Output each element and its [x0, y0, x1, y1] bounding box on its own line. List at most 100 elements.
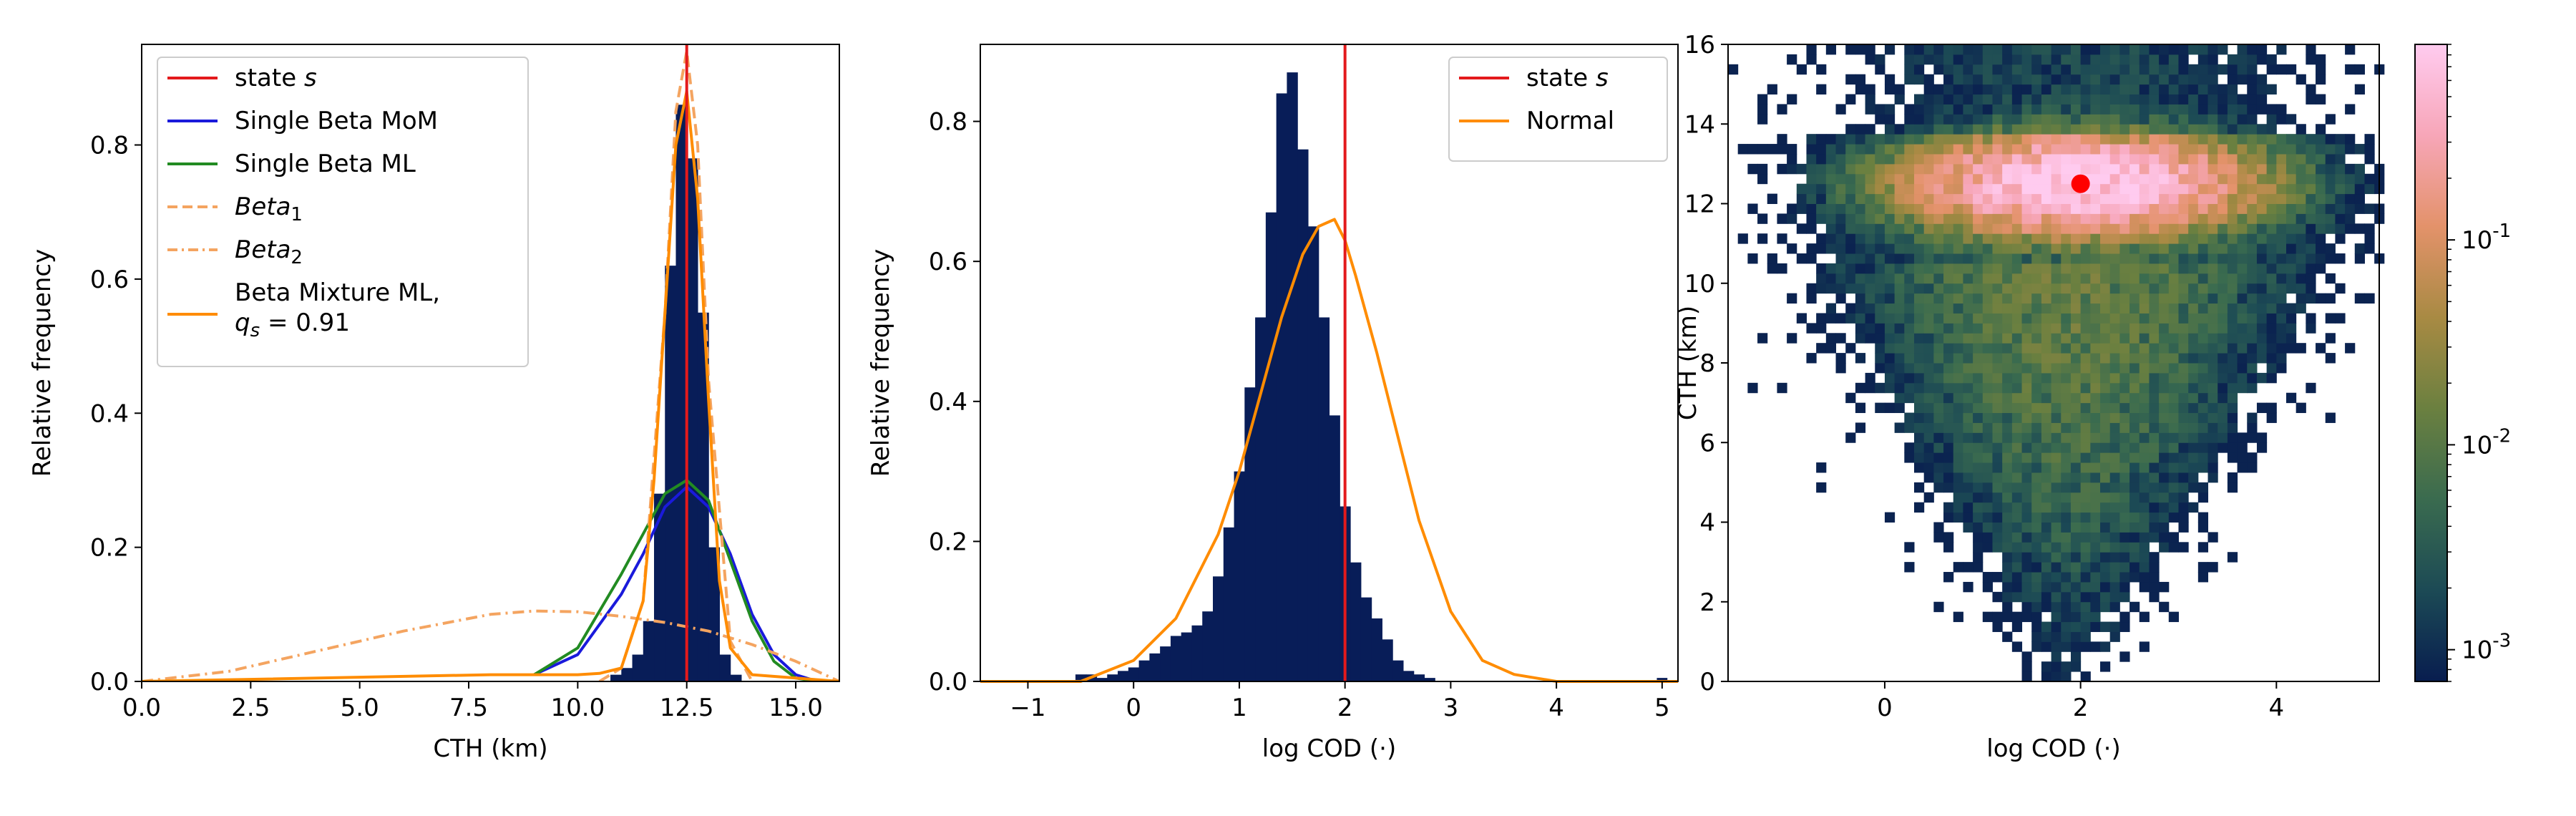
- heatmap-cell: [1953, 353, 1963, 364]
- heatmap-cell: [1992, 273, 2003, 284]
- heatmap-cell: [2051, 372, 2062, 384]
- heatmap-cell: [2051, 243, 2062, 254]
- heatmap-cell: [1825, 313, 1837, 324]
- heatmap-cell: [2168, 213, 2179, 224]
- heatmap-cell: [2188, 452, 2199, 463]
- heatmap-cell: [1953, 223, 1963, 234]
- heatmap-cell: [2090, 552, 2101, 563]
- left-series-line: [142, 609, 839, 681]
- heatmap-cell: [2070, 372, 2082, 384]
- heatmap-cell: [2119, 572, 2130, 583]
- heatmap-cell: [2109, 104, 2120, 115]
- heatmap-cell: [1982, 452, 1993, 463]
- heatmap-cell: [2002, 562, 2013, 573]
- heatmap-cell: [2119, 372, 2130, 384]
- middle-y-tick-label: 0.6: [929, 248, 967, 276]
- heatmap-cell: [2041, 472, 2052, 483]
- heatmap-cell: [2168, 54, 2179, 65]
- heatmap-cell: [2159, 163, 2170, 175]
- heatmap-cell: [2129, 452, 2140, 463]
- heatmap-cell: [2139, 94, 2150, 105]
- heatmap-cell: [2335, 193, 2346, 204]
- heatmap-cell: [1992, 482, 2003, 493]
- heatmap-cell: [2031, 213, 2042, 224]
- heatmap-cell: [2168, 114, 2179, 125]
- heatmap-cell: [1865, 203, 1875, 214]
- heatmap-cell: [1825, 134, 1837, 145]
- heatmap-cell: [2286, 333, 2297, 344]
- heatmap-cell: [2129, 124, 2140, 135]
- right-x-tick-label: 4: [2268, 694, 2284, 722]
- heatmap-cell: [2159, 323, 2170, 334]
- heatmap-cell: [1894, 213, 1905, 224]
- heatmap-cell: [2207, 412, 2218, 423]
- heatmap-cell: [2237, 432, 2248, 443]
- left-y-tick-label: 0.8: [90, 132, 129, 160]
- heatmap-cell: [2109, 223, 2120, 234]
- heatmap-cell: [2109, 233, 2120, 244]
- heatmap-cell: [1992, 313, 2003, 324]
- heatmap-cell: [2031, 452, 2042, 463]
- heatmap-cell: [2139, 522, 2150, 533]
- heatmap-cell: [1845, 243, 1856, 254]
- heatmap-cell: [2021, 512, 2032, 523]
- heatmap-cell: [2109, 601, 2120, 613]
- heatmap-cell: [2168, 253, 2179, 264]
- heatmap-cell: [2207, 94, 2218, 105]
- heatmap-cell: [1943, 313, 1954, 324]
- heatmap-cell: [2002, 372, 2013, 384]
- heatmap-cell: [2031, 333, 2042, 344]
- heatmap-cell: [2197, 303, 2209, 314]
- heatmap-cell: [2188, 64, 2199, 75]
- heatmap-cell: [2247, 213, 2258, 224]
- heatmap-cell: [1914, 134, 1925, 145]
- heatmap-cell: [2051, 223, 2062, 234]
- heatmap-cell: [2276, 144, 2287, 155]
- middle-x-tick-label: 0: [1126, 694, 1141, 722]
- heatmap-cell: [2011, 542, 2023, 553]
- heatmap-cell: [2100, 353, 2111, 364]
- heatmap-cell: [2364, 293, 2375, 304]
- heatmap-cell: [1816, 144, 1827, 155]
- heatmap-cell: [1933, 343, 1944, 354]
- heatmap-cell: [2129, 482, 2140, 493]
- heatmap-cell: [2002, 601, 2013, 613]
- heatmap-cell: [2168, 482, 2179, 493]
- heatmap-cell: [2031, 502, 2042, 513]
- heatmap-cell: [1923, 392, 1934, 404]
- heatmap-cell: [1875, 273, 1885, 284]
- heatmap-cell: [2149, 233, 2160, 244]
- heatmap-cell: [2354, 203, 2365, 214]
- heatmap-cell: [2227, 193, 2238, 204]
- heatmap-cell: [2325, 173, 2336, 185]
- heatmap-cell: [1894, 293, 1905, 304]
- heatmap-cell: [2149, 382, 2160, 394]
- heatmap-cell: [2109, 283, 2120, 294]
- heatmap-cell: [1767, 193, 1777, 204]
- heatmap-cell: [2061, 263, 2072, 274]
- middle-x-tick-label: 3: [1443, 694, 1459, 722]
- heatmap-cell: [1904, 193, 1915, 204]
- heatmap-cell: [2119, 581, 2130, 593]
- heatmap-cell: [2051, 233, 2062, 244]
- heatmap-cell: [1904, 392, 1915, 404]
- heatmap-cell: [1992, 363, 2003, 374]
- heatmap-cell: [2051, 601, 2062, 613]
- heatmap-cell: [2031, 363, 2042, 374]
- heatmap-cell: [2266, 243, 2277, 254]
- heatmap-cell: [2296, 303, 2306, 314]
- heatmap-cell: [2188, 382, 2199, 394]
- left-legend-label: Single Beta MoM: [235, 107, 438, 135]
- heatmap-cell: [2041, 562, 2052, 573]
- heatmap-cell: [2011, 562, 2023, 573]
- heatmap-cell: [1865, 163, 1875, 175]
- heatmap-cell: [1855, 283, 1866, 294]
- heatmap-cell: [2168, 432, 2179, 443]
- heatmap-cell: [1992, 114, 2003, 125]
- heatmap-cell: [2070, 203, 2082, 214]
- heatmap-cell: [2090, 243, 2101, 254]
- heatmap-cell: [2031, 412, 2042, 423]
- heatmap-cell: [1767, 263, 1777, 274]
- heatmap-cell: [2100, 661, 2111, 672]
- heatmap-cell: [1904, 273, 1915, 284]
